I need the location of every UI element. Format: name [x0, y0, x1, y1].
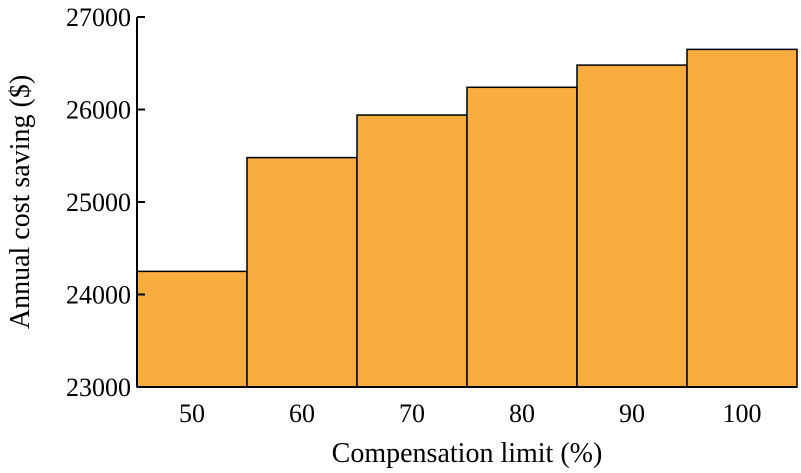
x-tick-label: 90 [619, 399, 645, 428]
x-ticks-group: 50 60 70 80 90 100 [179, 399, 762, 428]
x-tick-label: 100 [723, 399, 762, 428]
bar-90 [576, 64, 688, 388]
x-tick-label: 70 [399, 399, 425, 428]
x-tick-label: 60 [289, 399, 315, 428]
y-tick-label: 26000 [66, 96, 131, 125]
y-ticks-group: 23000 24000 25000 26000 27000 [66, 3, 145, 402]
bar-70 [356, 114, 468, 388]
x-tick-label: 50 [179, 399, 205, 428]
y-tick-label: 25000 [66, 188, 131, 217]
bar-100 [686, 48, 798, 388]
x-tick-label: 80 [509, 399, 535, 428]
x-axis-title: Compensation limit (%) [332, 438, 603, 469]
bar-50 [136, 270, 248, 388]
y-tick-label: 27000 [66, 3, 131, 32]
y-tick-label: 23000 [66, 373, 131, 402]
y-tick-label: 24000 [66, 281, 131, 310]
bar-60 [246, 156, 358, 388]
y-axis-title: Annual cost saving ($) [5, 75, 36, 329]
bar-80 [466, 86, 578, 388]
bars-group [136, 48, 798, 388]
